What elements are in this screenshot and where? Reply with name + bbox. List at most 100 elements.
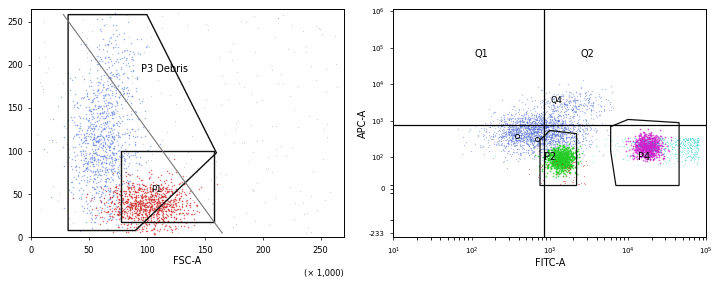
Point xyxy=(685,158,696,162)
Point xyxy=(531,117,542,122)
Point xyxy=(96,190,108,194)
Point xyxy=(138,215,149,220)
Point xyxy=(557,165,568,169)
Point xyxy=(688,141,700,145)
Point xyxy=(657,144,669,148)
Point xyxy=(517,136,528,141)
Point xyxy=(80,88,91,93)
Point xyxy=(531,143,543,148)
Point xyxy=(564,166,575,171)
Point xyxy=(137,200,148,205)
Point xyxy=(100,122,112,126)
Point xyxy=(647,144,659,149)
Point xyxy=(654,136,665,140)
Point xyxy=(541,166,553,171)
Point xyxy=(683,144,695,148)
Point xyxy=(113,133,125,138)
Point xyxy=(143,177,155,181)
Point xyxy=(642,142,653,146)
Point xyxy=(549,153,561,158)
Point xyxy=(160,205,171,210)
Point xyxy=(112,223,124,228)
Point xyxy=(544,117,555,122)
Point xyxy=(677,152,688,156)
Point xyxy=(92,99,104,103)
Point xyxy=(531,125,543,130)
Point xyxy=(618,137,630,141)
Point xyxy=(660,146,672,151)
Point xyxy=(635,142,647,147)
Point xyxy=(504,138,516,143)
Point xyxy=(567,126,578,130)
Point xyxy=(552,136,564,141)
Point xyxy=(551,162,562,167)
Point xyxy=(531,133,542,137)
Point xyxy=(572,141,584,145)
Point xyxy=(93,126,104,131)
Point xyxy=(80,152,91,157)
Point xyxy=(89,176,100,180)
Point xyxy=(503,117,515,122)
Point xyxy=(646,141,657,145)
Point xyxy=(103,135,114,139)
Point xyxy=(152,197,163,201)
Point xyxy=(562,157,574,162)
Point xyxy=(126,205,138,210)
Point xyxy=(96,207,107,212)
Point xyxy=(135,163,147,168)
Point xyxy=(512,118,523,123)
Point xyxy=(659,146,670,151)
Point xyxy=(553,134,564,139)
Point xyxy=(505,138,517,142)
Point xyxy=(638,154,649,159)
Point xyxy=(519,122,531,126)
Point xyxy=(130,196,141,201)
Point xyxy=(292,125,304,129)
Point xyxy=(533,115,544,120)
Point xyxy=(550,128,562,132)
Point xyxy=(566,132,577,137)
Point xyxy=(533,127,544,131)
Point xyxy=(97,135,109,139)
Point xyxy=(92,160,104,165)
Point xyxy=(490,131,501,135)
Point xyxy=(67,156,78,161)
Point xyxy=(69,91,81,96)
Point xyxy=(533,112,544,117)
Point xyxy=(558,165,570,170)
Point xyxy=(104,191,115,196)
Point xyxy=(132,189,144,194)
Point xyxy=(140,197,152,201)
Point xyxy=(114,135,126,139)
Point xyxy=(591,128,603,133)
Point xyxy=(521,125,532,130)
Point xyxy=(131,213,143,217)
Point xyxy=(133,183,145,188)
Point xyxy=(92,140,104,145)
Point xyxy=(559,159,570,164)
Point xyxy=(132,187,144,192)
Point xyxy=(541,153,553,157)
Point xyxy=(526,112,538,116)
Point xyxy=(149,231,161,236)
Point xyxy=(107,199,118,203)
Point xyxy=(119,211,130,216)
Point xyxy=(611,148,623,153)
Point xyxy=(138,220,150,225)
Point xyxy=(126,93,138,98)
Point xyxy=(559,151,570,156)
Point xyxy=(87,98,99,103)
Point xyxy=(173,206,184,211)
Point xyxy=(154,189,166,194)
Point xyxy=(670,156,682,160)
Point xyxy=(142,215,153,220)
Point xyxy=(582,89,594,93)
Point xyxy=(513,126,524,130)
Point xyxy=(541,141,553,146)
Point xyxy=(178,216,189,221)
Point xyxy=(88,91,99,95)
Point xyxy=(647,143,658,147)
Point xyxy=(542,132,554,137)
Point xyxy=(543,105,554,110)
Point xyxy=(117,71,129,76)
